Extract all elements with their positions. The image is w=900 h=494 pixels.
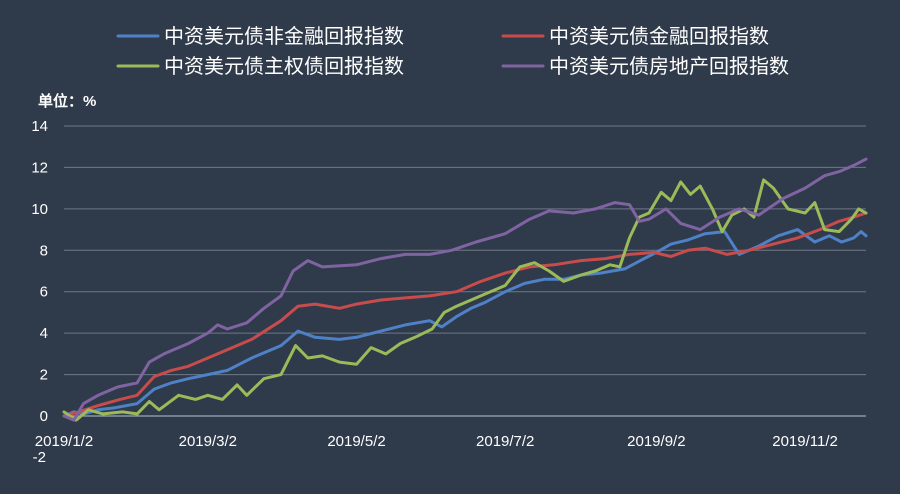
- legend-label: 中资美元债主权债回报指数: [164, 55, 404, 78]
- series-line: [62, 178, 868, 422]
- y-tick-label: 2: [40, 367, 48, 384]
- x-tick-label: 2019/1/2: [35, 433, 93, 450]
- x-tick-label: 2019/5/2: [327, 433, 385, 450]
- series-lines: [62, 157, 868, 422]
- x-tick-label: 2019/7/2: [476, 433, 534, 450]
- y-tick-label: 6: [40, 284, 48, 301]
- unit-label: 单位：%: [38, 92, 96, 110]
- y-tick-label: 4: [40, 325, 48, 342]
- series-line: [62, 211, 868, 418]
- y-tick-label: 10: [31, 201, 48, 218]
- x-tick-label: 2019/9/2: [627, 433, 685, 450]
- y-tick-label: 0: [40, 408, 48, 425]
- legend-label: 中资美元债非金融回报指数: [164, 25, 404, 48]
- gridlines: [64, 125, 866, 417]
- legend-label: 中资美元债房地产回报指数: [549, 55, 789, 78]
- y-tick-label: 14: [31, 118, 48, 135]
- x-tick-label: 2019/11/2: [772, 433, 838, 450]
- x-tick-label: 2019/3/2: [179, 433, 237, 450]
- y-tick-label: 8: [40, 242, 48, 259]
- y-tick-label: 12: [31, 159, 48, 176]
- series-line: [62, 157, 868, 422]
- legend-label: 中资美元债金融回报指数: [549, 25, 769, 48]
- y-tick-label: -2: [33, 449, 46, 466]
- series-line: [62, 228, 868, 418]
